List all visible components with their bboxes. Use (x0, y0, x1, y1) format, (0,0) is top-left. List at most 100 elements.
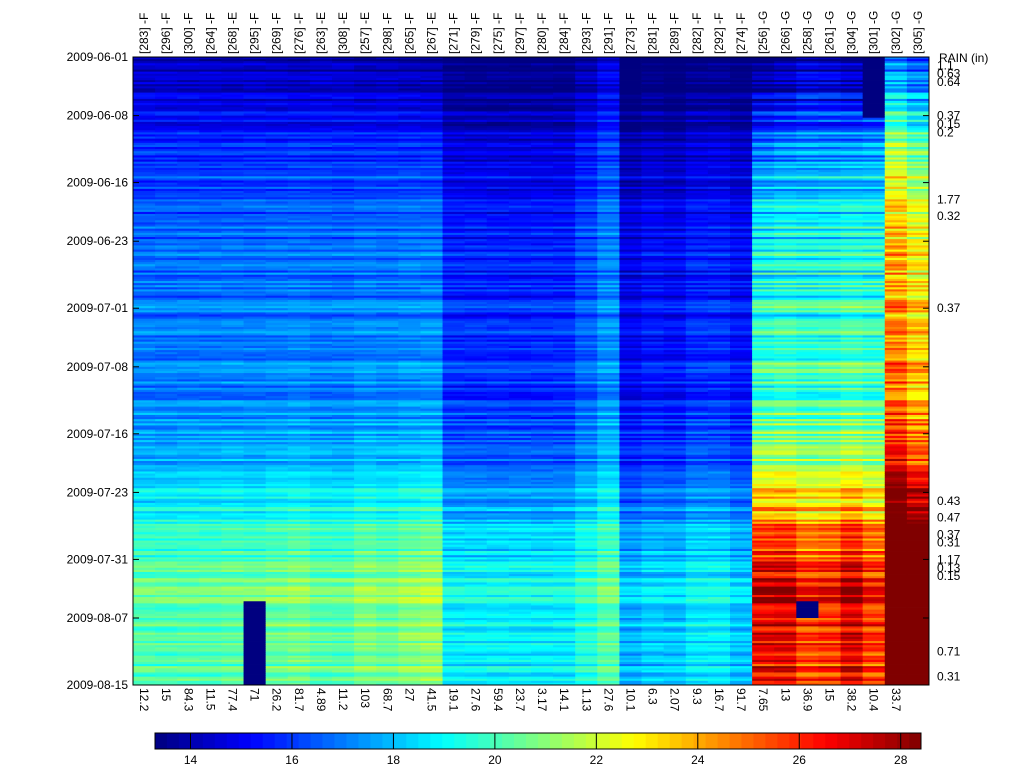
heatmap-cell (221, 203, 244, 207)
heatmap-cell (287, 222, 311, 225)
heatmap-cell (287, 241, 311, 244)
heatmap-cell (398, 471, 421, 474)
heatmap-cell (376, 379, 399, 382)
heatmap-cell (486, 220, 510, 223)
heatmap-cell (177, 59, 200, 62)
heatmap-cell (420, 381, 443, 384)
heatmap-cell (442, 613, 466, 617)
heatmap-cell (464, 264, 488, 267)
heatmap-cell (133, 140, 156, 144)
heatmap-cell (442, 398, 466, 401)
heatmap-cell (420, 477, 443, 481)
heatmap-cell (287, 682, 311, 685)
heatmap-cell (199, 523, 222, 527)
heatmap-cell (265, 502, 289, 506)
heatmap-cell (199, 661, 222, 665)
heatmap-cell (221, 299, 244, 303)
heatmap-cell (332, 530, 355, 533)
heatmap-cell (199, 335, 222, 338)
heatmap-cell (265, 67, 289, 70)
heatmap-cell (243, 387, 267, 391)
heatmap-cell (420, 304, 443, 307)
heatmap-cell (464, 467, 488, 470)
heatmap-cell (332, 578, 355, 581)
heatmap-cell (398, 343, 421, 347)
heatmap-cell (177, 339, 200, 343)
heatmap-cell (398, 111, 421, 114)
heatmap-cell (486, 159, 510, 163)
heatmap-cell (221, 561, 244, 564)
heatmap-cell (133, 115, 156, 119)
heatmap-cell (464, 239, 488, 242)
heatmap-cell (155, 507, 178, 510)
heatmap-cell (442, 630, 466, 634)
heatmap-cell (332, 289, 355, 292)
heatmap-cell (398, 113, 421, 117)
heatmap-cell (420, 92, 443, 96)
heatmap-cell (199, 565, 222, 569)
heatmap-cell (133, 391, 156, 395)
heatmap-cell (442, 454, 466, 458)
heatmap-cell (376, 452, 399, 456)
heatmap-cell (376, 136, 399, 140)
heatmap-cell (287, 488, 311, 491)
heatmap-cell (221, 320, 244, 324)
heatmap-cell (243, 414, 267, 418)
heatmap-cell (155, 295, 178, 299)
heatmap-cell (221, 260, 244, 263)
heatmap-cell (420, 645, 443, 648)
heatmap-cell (309, 628, 333, 631)
heatmap-cell (287, 580, 311, 583)
heatmap-cell (265, 209, 289, 213)
heatmap-cell (265, 645, 289, 648)
heatmap-cell (221, 653, 244, 657)
heatmap-cell (221, 488, 244, 491)
heatmap-cell (177, 419, 200, 422)
heatmap-cell (354, 603, 377, 606)
heatmap-cell (376, 232, 399, 236)
heatmap-cell (464, 534, 488, 537)
heatmap-cell (177, 578, 200, 581)
heatmap-cell (199, 481, 222, 485)
heatmap-cell (221, 544, 244, 548)
heatmap-cell (155, 601, 178, 604)
heatmap-cell (221, 354, 244, 357)
heatmap-cell (398, 379, 421, 382)
heatmap-cell (309, 496, 333, 500)
heatmap-cell (199, 111, 222, 114)
heatmap-cell (199, 569, 222, 573)
heatmap-cell (155, 525, 178, 529)
heatmap-cell (464, 92, 488, 96)
heatmap-cell (177, 377, 200, 380)
heatmap-cell (133, 645, 156, 648)
heatmap-cell (221, 209, 244, 213)
heatmap-cell (243, 142, 267, 146)
heatmap-cell (177, 490, 200, 493)
heatmap-cell (420, 448, 443, 451)
heatmap-cell (287, 551, 311, 554)
heatmap-cell (309, 630, 333, 634)
heatmap-cell (287, 498, 311, 502)
heatmap-cell (199, 211, 222, 215)
heatmap-cell (199, 172, 222, 175)
heatmap-cell (309, 178, 333, 181)
heatmap-cell (133, 521, 156, 525)
heatmap-cell (376, 245, 399, 248)
heatmap-cell (464, 280, 488, 284)
heatmap-cell (354, 592, 377, 596)
heatmap-cell (420, 408, 443, 412)
heatmap-cell (464, 620, 488, 623)
heatmap-cell (265, 659, 289, 663)
heatmap-cell (265, 674, 289, 678)
heatmap-cell (354, 86, 377, 89)
heatmap-cell (420, 676, 443, 680)
heatmap-cell (133, 371, 156, 374)
heatmap-cell (398, 615, 421, 619)
heatmap-cell (398, 674, 421, 678)
heatmap-cell (486, 469, 510, 472)
heatmap-cell (155, 400, 178, 403)
heatmap-cell (287, 429, 311, 433)
heatmap-cell (133, 385, 156, 389)
heatmap-cell (354, 542, 377, 546)
heatmap-cell (420, 57, 443, 60)
